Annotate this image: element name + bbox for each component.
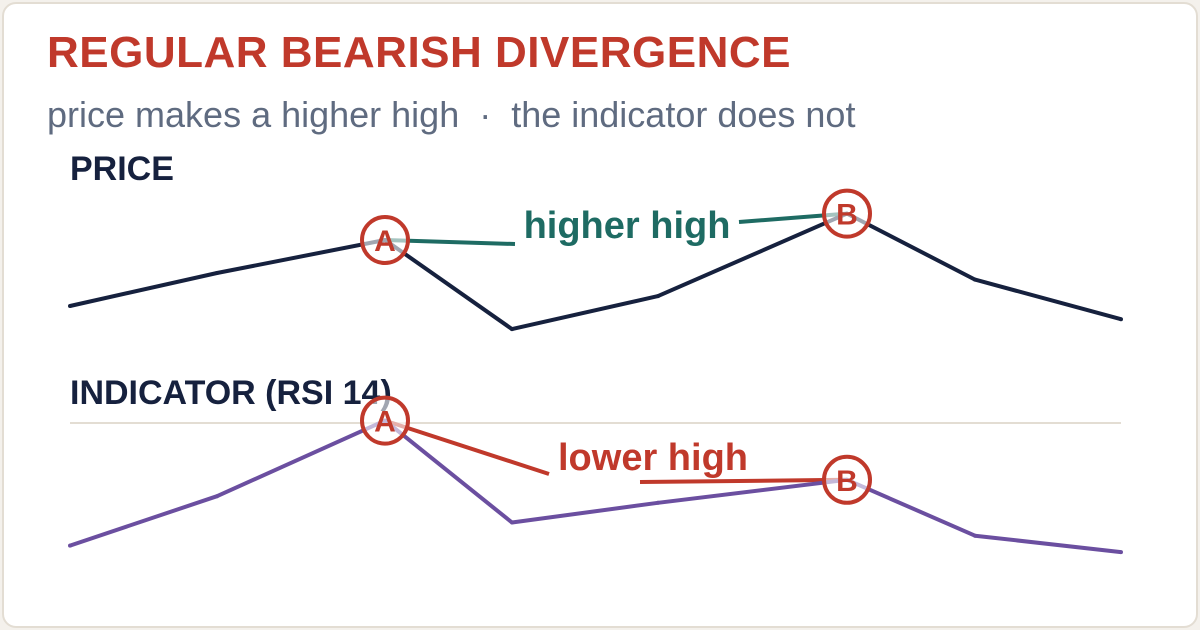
price-panel-label: PRICE (70, 150, 174, 188)
price-data-point (510, 327, 514, 332)
indicator-data-point (656, 500, 660, 505)
price-pivot-marker-b (822, 188, 872, 239)
indicator-data-point (1119, 550, 1123, 555)
price-data-point (215, 271, 219, 275)
indicator-pivot-marker-a (360, 395, 410, 446)
price-pivot-label-b: B (836, 199, 858, 232)
indicator-data-point (215, 494, 219, 499)
chart-title: REGULAR BEARISH DIVERGENCE (47, 28, 791, 77)
indicator-panel-label: INDICATOR (RSI 14) (70, 374, 392, 412)
indicator-data-point (510, 520, 514, 525)
price-data-point (68, 304, 72, 308)
price-data-point (973, 277, 977, 282)
indicator-data-point (973, 533, 977, 538)
price-pivot-marker-a (360, 215, 410, 265)
indicator-pivot-label-a: A (374, 406, 396, 439)
pivot-markers: A B A B (68, 188, 1123, 555)
indicator-pivot-marker-b (822, 454, 872, 505)
indicator-pivot-label-b: B (836, 465, 858, 498)
price-series-line (69, 211, 1122, 332)
lower-high-connector-right (639, 477, 848, 484)
lower-high-annotation: lower high (558, 437, 748, 479)
lower-high-connector-left (384, 418, 550, 476)
price-pivot-label-a: A (374, 225, 396, 258)
indicator-data-point (68, 543, 72, 548)
price-data-point (1119, 317, 1123, 322)
indicator-series-line (69, 418, 1122, 555)
price-data-point (656, 294, 660, 299)
higher-high-annotation: higher high (524, 205, 731, 247)
chart-subtitle: price makes a higher high · the indicato… (47, 94, 856, 135)
